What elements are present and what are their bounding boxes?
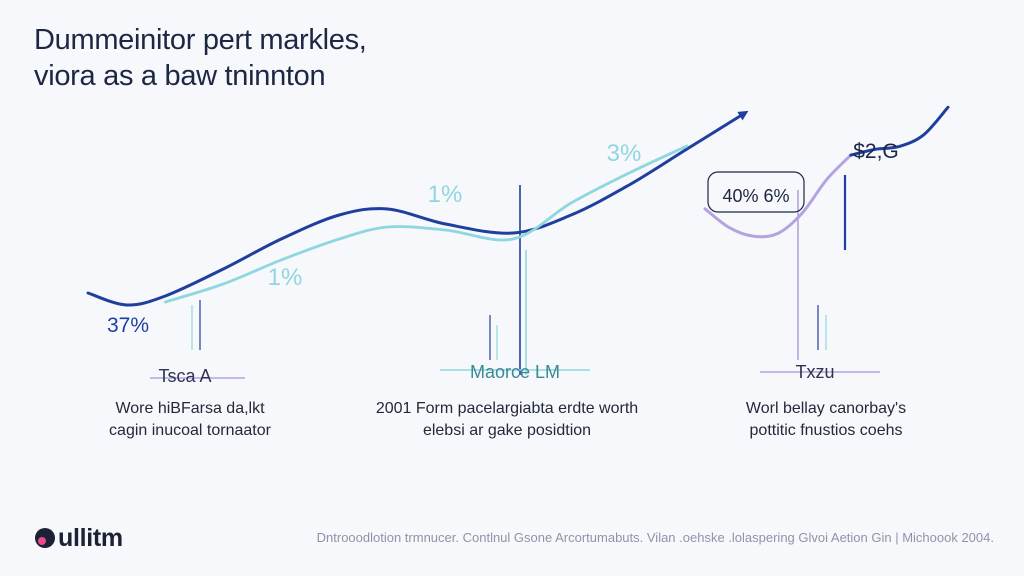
annotation-label-5: 40% 6% — [722, 186, 789, 206]
series-1-point-2 — [125, 304, 128, 307]
series-1-point-5 — [280, 238, 283, 241]
inset-series-segment-2 — [849, 105, 950, 157]
series-2-point-8 — [570, 202, 573, 205]
series-1-point-3 — [164, 295, 167, 298]
section-tag-1: Tsca A — [158, 366, 211, 386]
caption-1-line-2: cagin inucoal tornaator — [109, 422, 271, 439]
series-1-point-10 — [570, 214, 573, 217]
annotation-label-4: 3% — [607, 140, 642, 167]
section-tag-2: Maorce LM — [470, 362, 560, 382]
inset-series-segment-1 — [703, 153, 853, 239]
brand-name: ullitm — [58, 523, 123, 552]
series-2-point-9 — [628, 172, 631, 175]
caption-2-line-2: elebsi ar gake posidtion — [422, 422, 592, 439]
series-2-point-6 — [444, 229, 447, 232]
series-1-point-6 — [338, 214, 341, 217]
caption-2-line-1: 2001 Form pacelargiabta erdte worth — [375, 400, 639, 417]
series-layer — [86, 105, 950, 307]
caption-3-line-1: Worl bellay canorbay's — [745, 400, 907, 417]
series-2-point-10 — [686, 145, 689, 148]
series-1-point-4 — [222, 268, 225, 271]
section-tag-3: Txzu — [795, 362, 834, 382]
series-1-point-1 — [87, 292, 90, 295]
section-caption-2: 2001 Form pacelargiabta erdte worth eleb… — [357, 398, 657, 442]
annotation-label-6: $2,G — [853, 140, 899, 163]
series-2-point-3 — [280, 259, 283, 262]
decoration-layer — [150, 171, 880, 379]
section-caption-3: Worl bellay canorbay's pottitic fnustios… — [676, 398, 976, 442]
series-2-point-7 — [512, 238, 515, 241]
series-1-point-9 — [512, 232, 515, 235]
label-layer: 37% 1% 1% 3% 40% 6% $2,G Tsca A Maorce LM Txzu — [107, 140, 899, 386]
callout-bubble — [707, 171, 805, 213]
series-2-point-1 — [164, 301, 167, 304]
series-2-point-5 — [386, 226, 389, 229]
caption-1-line-1: Wore hiBFarsa da,lkt — [115, 400, 265, 417]
series-1-point-11 — [628, 184, 631, 187]
series-line-2 — [163, 144, 689, 304]
series-line-1 — [86, 110, 749, 307]
brand-logo: ullitm — [34, 522, 123, 554]
title-line-1: Dummeinitor pert markles, — [34, 24, 367, 56]
series-1-point-7 — [386, 208, 389, 211]
title-line-2: viora as a baw tninnton — [34, 60, 326, 92]
annotation-label-2: 1% — [268, 264, 303, 291]
page-title: Dummeinitor pert markles, viora as a baw… — [34, 22, 367, 94]
series-1-point-13 — [744, 112, 747, 115]
series-1-point-8 — [444, 223, 447, 226]
section-caption-1: Wore hiBFarsa da,lkt cagin inucoal torna… — [40, 398, 340, 442]
series-2-point-4 — [338, 238, 341, 241]
annotation-label-3: 1% — [428, 181, 463, 208]
annotation-label-1: 37% — [107, 314, 149, 337]
circle-logo-icon — [35, 528, 55, 548]
caption-3-line-2: pottitic fnustios coehs — [749, 422, 903, 439]
series-2-point-2 — [222, 283, 225, 286]
footer-note: Dntrooodlotion trmnucer. Contlnul Gsone … — [316, 530, 994, 545]
